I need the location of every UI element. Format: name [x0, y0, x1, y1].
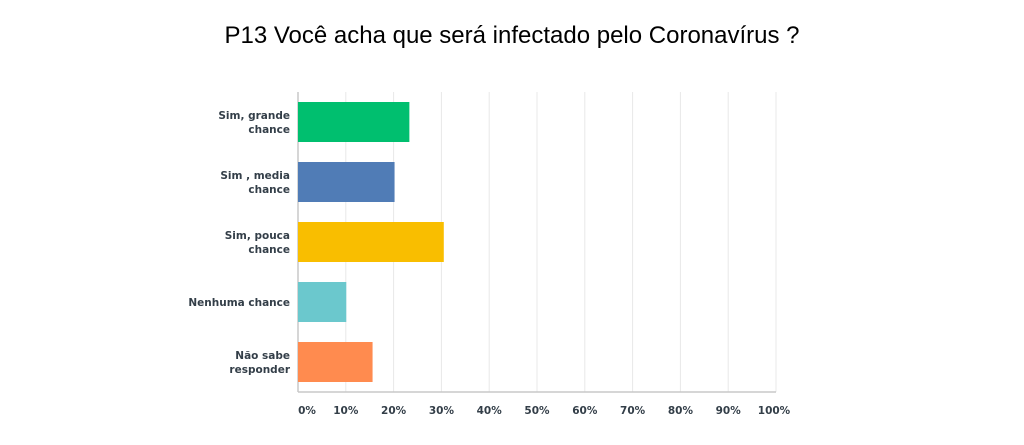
bar — [298, 282, 347, 322]
category-label: Sim, grande — [218, 110, 290, 122]
bar — [298, 342, 373, 382]
x-tick-label: 50% — [524, 405, 550, 417]
x-tick-label: 0% — [298, 405, 316, 417]
bar — [298, 222, 444, 262]
x-tick-label: 40% — [477, 405, 503, 417]
category-label: Sim, pouca — [225, 230, 290, 242]
chart-title: P13 Você acha que será infectado pelo Co… — [224, 22, 800, 49]
x-tick-label: 70% — [620, 405, 646, 417]
category-label: Não sabe — [235, 350, 290, 362]
x-tick-label: 80% — [668, 405, 694, 417]
x-tick-label: 10% — [333, 405, 359, 417]
x-tick-label: 90% — [716, 405, 742, 417]
category-label: Nenhuma chance — [188, 297, 290, 309]
category-label: chance — [248, 184, 290, 196]
bar — [298, 102, 410, 142]
x-tick-label: 20% — [381, 405, 407, 417]
x-tick-label: 30% — [429, 405, 455, 417]
bar — [298, 162, 395, 202]
category-label: chance — [248, 124, 290, 136]
category-label: responder — [229, 364, 290, 376]
category-label: Sim , media — [220, 170, 290, 182]
x-tick-label: 60% — [572, 405, 598, 417]
x-tick-label: 100% — [758, 405, 791, 417]
category-label: chance — [248, 244, 290, 256]
